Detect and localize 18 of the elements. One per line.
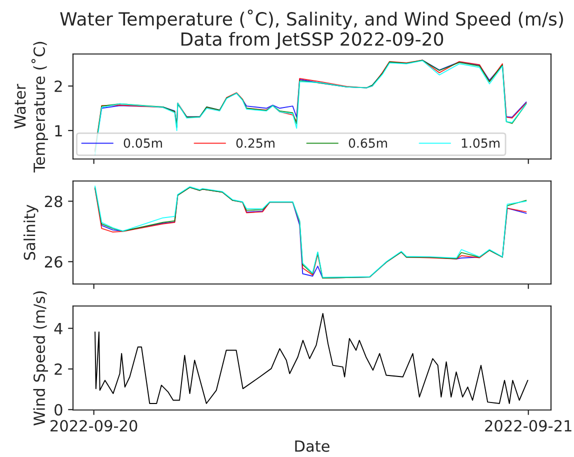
x-axis-title: Date (295, 440, 330, 452)
y-tick-label: 2 (54, 363, 62, 375)
legend-label: 0.25m (236, 138, 274, 148)
y-tick-label: 1 (55, 125, 62, 136)
y-axis-title: Salinity (23, 204, 38, 260)
y-tick-label: 4 (54, 323, 62, 334)
x-tick-label: 2022-09-20 (50, 420, 138, 432)
y-axis-title: Water Temperature (˚C) (14, 42, 48, 172)
y-tick-label: 26 (44, 256, 62, 268)
legend-label: 0.05m (124, 138, 162, 148)
chart-title: Water Temperature (˚C), Salinity, and Wind Speed (m/s) Data from JetSSP 2022-09-20 (60, 10, 563, 50)
legend-label: 0.65m (348, 138, 387, 148)
legend-label: 1.05m (462, 138, 500, 148)
y-tick-label: 0 (54, 404, 62, 416)
y-tick-label: 2 (54, 80, 62, 92)
y-tick-label: 28 (44, 196, 62, 208)
x-tick-label: 2022-09-21 (485, 420, 572, 432)
y-axis-title: Wind Speed (m/s) (33, 291, 48, 426)
